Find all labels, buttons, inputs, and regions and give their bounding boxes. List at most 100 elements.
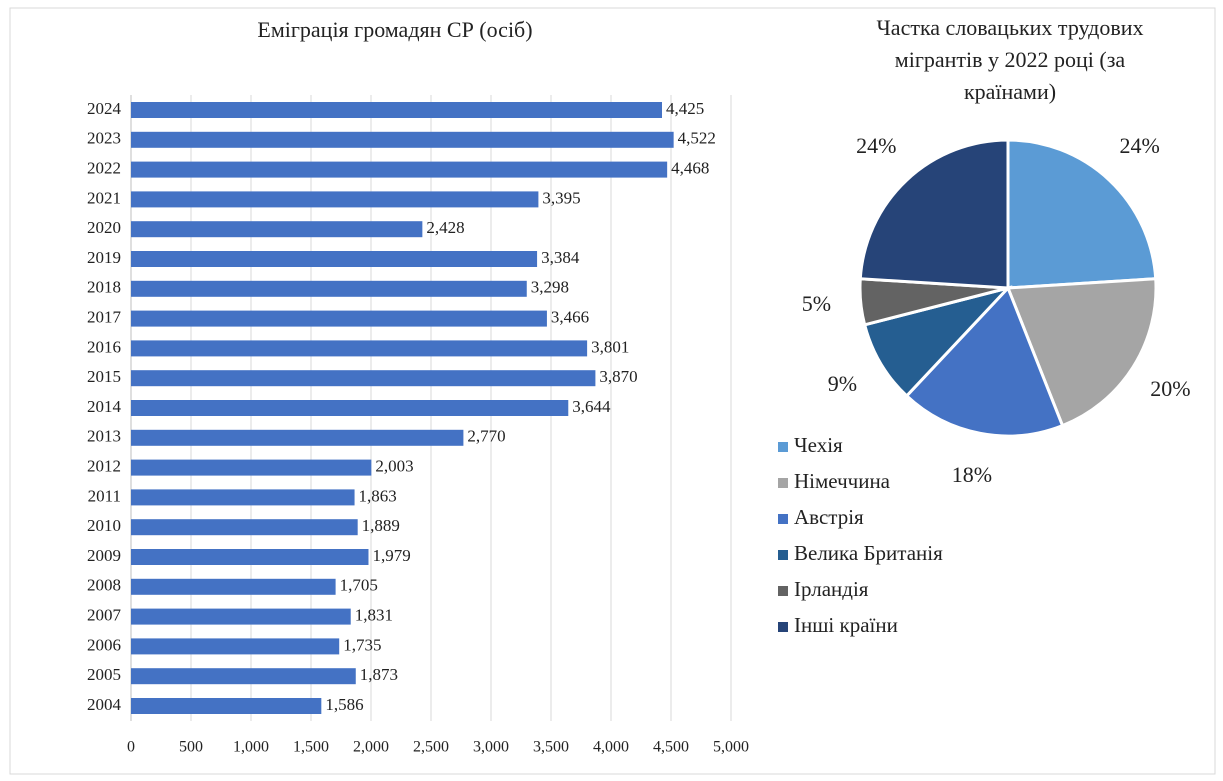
data-label: 4,468 [671,159,709,178]
data-label: 2,003 [375,457,413,476]
x-tick-label: 2,500 [413,739,449,756]
data-label: 1,863 [359,486,397,505]
y-tick-label: 2012 [87,457,121,476]
pie-slice [858,138,1010,290]
y-tick-label: 2019 [87,248,121,267]
frame [9,7,1216,775]
x-tick-label: 4,500 [653,739,689,756]
y-tick-label: 2021 [87,188,121,207]
bar [131,549,369,565]
x-tick-label: 2,000 [353,739,389,756]
data-label: 1,889 [362,516,400,535]
legend-swatch [778,550,788,560]
pie-slice [862,285,1013,399]
pie-slice [1005,277,1158,428]
y-tick-label: 2007 [87,606,122,625]
y-tick-label: 2018 [87,278,121,297]
legend-swatch [778,514,788,524]
data-label: 3,801 [591,337,629,356]
bar [131,251,538,267]
x-tick-label: 1,000 [233,739,269,756]
bar [131,638,340,655]
y-tick-label: 2016 [87,337,121,356]
x-tick-label: 500 [179,739,203,756]
data-label: 3,298 [531,278,569,297]
y-tick-label: 2023 [87,129,121,148]
bar [131,102,662,118]
data-label: 2,428 [426,218,464,237]
bar [131,519,358,536]
data-label: 3,466 [551,308,589,327]
legend-swatch [778,478,788,488]
data-label: 1,873 [360,665,398,684]
y-tick-label: 2020 [87,218,121,237]
data-label: 3,870 [599,367,637,386]
data-label: 5% [802,291,831,316]
pie-slice [904,285,1065,438]
y-tick-label: 2017 [87,308,122,327]
data-label: 1,979 [372,546,410,565]
legend-label: Ірландія [794,577,869,601]
data-label: 24% [1120,133,1160,158]
bar [131,400,569,416]
legend-swatch [778,442,788,452]
pie-slice [1006,138,1158,290]
bar [131,340,588,357]
data-label: 1,735 [343,635,381,654]
chart-title: Еміграція громадян СР (осіб) [257,17,532,42]
data-label: 1,705 [340,576,378,595]
bar [131,191,539,208]
y-tick-label: 2013 [87,427,121,446]
data-label: 2,770 [467,427,505,446]
x-tick-label: 4,000 [593,739,629,756]
legend-swatch [778,622,788,632]
bar [131,668,356,685]
data-label: 1,586 [325,695,363,714]
bar [131,280,527,297]
data-label: 4,522 [678,129,716,148]
data-label: 9% [828,371,857,396]
data-label: 4,425 [666,99,704,118]
chart-title: Частка словацьких трудових мігрантів у 2… [876,15,1144,104]
legend-label: Австрія [794,505,864,529]
bar [131,370,596,387]
x-tick-label: 5,000 [713,739,749,756]
data-label: 3,395 [542,188,580,207]
x-tick-label: 1,500 [293,739,329,756]
data-label: 3,644 [572,397,611,416]
x-tick-label: 3,500 [533,739,569,756]
x-tick-label: 0 [127,739,135,756]
bar [131,131,674,148]
y-tick-label: 2022 [87,159,121,178]
y-tick-label: 2024 [87,99,122,118]
y-tick-label: 2014 [87,397,122,416]
data-label: 1,831 [355,606,393,625]
data-label: 20% [1150,376,1190,401]
y-tick-label: 2008 [87,576,121,595]
bar [131,310,547,327]
legend-label: Німеччина [794,469,891,493]
y-tick-label: 2011 [88,486,121,505]
legend-label: Інші країни [794,613,898,637]
bar [131,429,464,446]
data-label: 18% [952,462,992,487]
y-tick-label: 2004 [87,695,122,714]
bar [131,221,423,238]
y-tick-label: 2006 [87,635,121,654]
bar [131,608,351,625]
x-tick-label: 3,000 [473,739,509,756]
bar [131,578,336,595]
y-tick-label: 2005 [87,665,121,684]
bar [131,161,668,178]
y-tick-label: 2010 [87,516,121,535]
bar [131,698,322,714]
y-tick-label: 2015 [87,367,121,386]
legend-label: Чехія [794,433,843,457]
legend-label: Велика Британія [794,541,943,565]
legend-swatch [778,586,788,596]
data-label: 24% [856,133,896,158]
data-label: 3,384 [541,248,580,267]
y-tick-label: 2009 [87,546,121,565]
